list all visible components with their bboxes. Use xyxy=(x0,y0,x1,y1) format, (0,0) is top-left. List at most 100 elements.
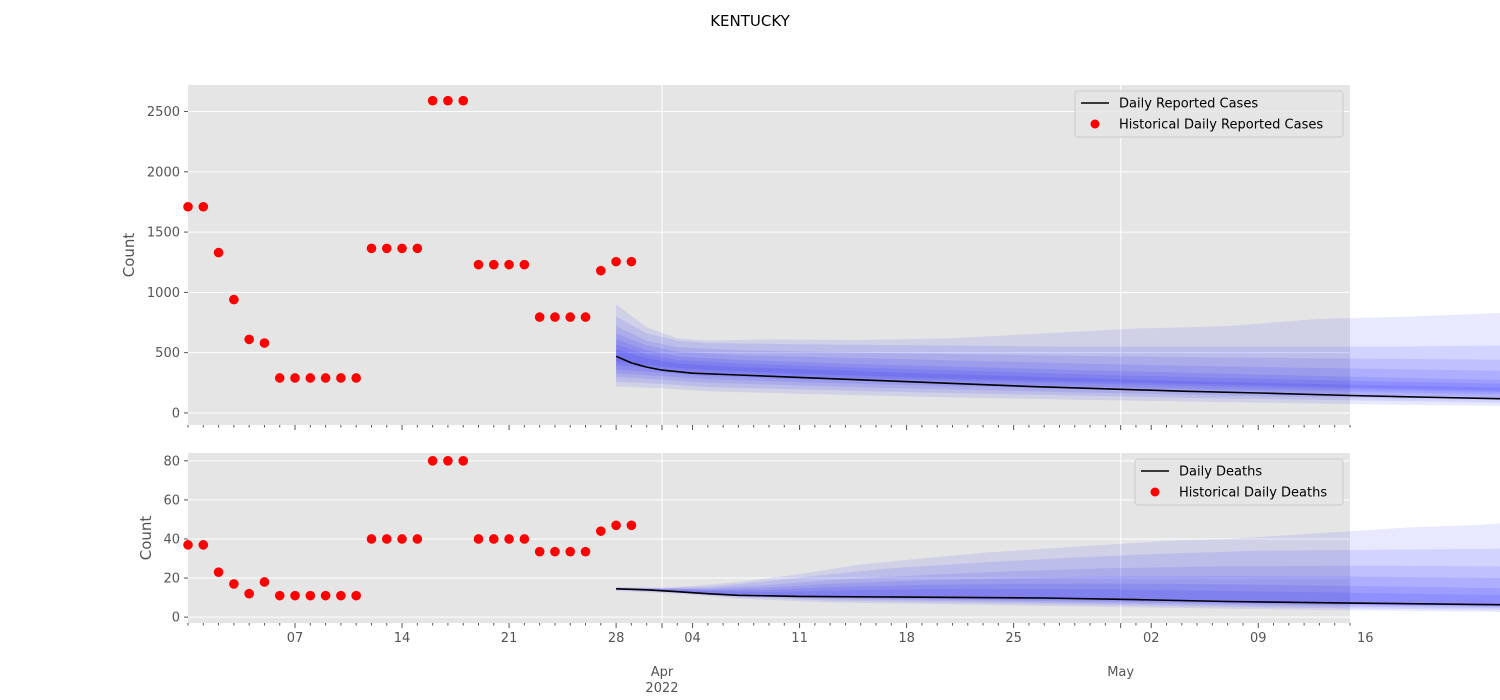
forecast-band-4 xyxy=(616,339,1500,395)
historical-point xyxy=(229,294,239,305)
legend-marker-swatch xyxy=(1090,119,1100,129)
forecast-band-0 xyxy=(616,304,1500,406)
y-tick-label: 60 xyxy=(163,493,180,508)
historical-point xyxy=(274,590,285,601)
x-tick-label: 16 xyxy=(1357,631,1374,646)
x-tick-label: 07 xyxy=(287,631,304,646)
historical-point xyxy=(351,590,361,601)
historical-point xyxy=(427,456,438,466)
historical-point xyxy=(351,373,361,383)
historical-point xyxy=(427,95,438,106)
y-axis-label: Count xyxy=(120,233,138,278)
historical-point xyxy=(183,540,193,550)
historical-point xyxy=(565,546,576,557)
historical-point xyxy=(504,259,514,270)
historical-point xyxy=(458,456,469,466)
historical-point xyxy=(519,259,530,270)
y-tick-label: 80 xyxy=(163,454,180,469)
legend-marker-swatch xyxy=(1150,487,1160,497)
historical-point xyxy=(305,373,316,383)
historical-point xyxy=(213,567,224,577)
historical-point xyxy=(381,534,392,544)
historical-point xyxy=(274,373,285,383)
forecast-band-3 xyxy=(616,333,1500,397)
historical-point xyxy=(244,588,254,599)
legend-label: Historical Daily Reported Cases xyxy=(1119,118,1323,133)
historical-point xyxy=(473,259,484,270)
y-tick-label: 20 xyxy=(163,572,180,587)
y-tick-label: 1000 xyxy=(147,286,180,301)
historical-point xyxy=(565,312,576,322)
historical-point xyxy=(336,373,346,383)
y-tick-label: 500 xyxy=(155,346,180,361)
legend-label: Historical Daily Deaths xyxy=(1179,486,1327,501)
forecast-band-5 xyxy=(616,344,1500,393)
historical-point xyxy=(412,534,423,544)
x-tick-label: 21 xyxy=(501,631,518,646)
historical-point xyxy=(534,546,545,557)
forecast-band-0 xyxy=(616,523,1500,612)
historical-point xyxy=(443,95,453,106)
historical-point xyxy=(198,201,209,212)
historical-point xyxy=(305,590,316,601)
historical-point xyxy=(198,540,209,550)
historical-point xyxy=(213,247,224,258)
x-tick-label: 11 xyxy=(791,631,808,646)
legend: Daily Reported Cases Historical Daily Rep… xyxy=(1074,90,1344,138)
historical-point xyxy=(458,95,469,106)
forecast-band-4 xyxy=(616,583,1500,607)
x-tick-label: 28 xyxy=(608,631,625,646)
historical-point xyxy=(320,373,331,383)
y-tick-label: 40 xyxy=(163,532,180,547)
historical-point xyxy=(596,265,606,276)
forecast-band-1 xyxy=(616,316,1500,403)
historical-point xyxy=(488,259,499,270)
forecast-median-line xyxy=(616,588,1500,606)
x-year-label: 2022 xyxy=(645,681,678,696)
y-tick-label: 0 xyxy=(172,611,180,626)
legend-box xyxy=(1134,458,1344,506)
forecast-band-2 xyxy=(616,565,1500,609)
forecast-band-5 xyxy=(616,588,1500,606)
historical-point xyxy=(366,534,377,544)
historical-point xyxy=(626,520,637,531)
figure-title: KENTUCKY xyxy=(710,12,790,30)
forecast-median-line xyxy=(615,355,1500,400)
historical-point xyxy=(336,590,346,601)
historical-point xyxy=(443,456,453,466)
historical-point xyxy=(183,201,193,212)
x-tick-label: 14 xyxy=(394,631,411,646)
y-tick-label: 0 xyxy=(172,406,180,421)
historical-point xyxy=(611,520,621,531)
historical-point xyxy=(259,577,270,587)
x-tick-label: 18 xyxy=(898,631,915,646)
plot-area xyxy=(188,85,1350,425)
x-month-label: Apr xyxy=(651,665,674,680)
y-tick-label: 2500 xyxy=(147,105,180,120)
legend-label: Daily Deaths xyxy=(1179,465,1262,480)
historical-point xyxy=(534,312,545,322)
historical-point xyxy=(320,590,331,601)
historical-point xyxy=(397,534,407,544)
historical-point xyxy=(519,534,530,544)
forecast-band-2 xyxy=(616,326,1500,400)
historical-point xyxy=(290,373,300,383)
historical-point xyxy=(473,534,484,544)
forecast-band-3 xyxy=(616,576,1500,608)
historical-point xyxy=(580,312,591,322)
historical-point xyxy=(229,579,239,589)
historical-point xyxy=(412,243,423,254)
x-month-label: May xyxy=(1107,665,1134,680)
historical-point xyxy=(596,526,606,536)
historical-point xyxy=(626,256,637,267)
legend-label: Daily Reported Cases xyxy=(1119,97,1258,112)
x-tick-label: 02 xyxy=(1143,631,1160,646)
y-tick-label: 1500 xyxy=(147,226,180,241)
x-tick-label: 04 xyxy=(684,631,701,646)
historical-point xyxy=(290,590,300,601)
historical-point xyxy=(397,243,407,254)
deaths-panel: 0 20 40 60 80 Count Daily Deaths Historical Dai… xyxy=(137,453,1500,628)
historical-point xyxy=(259,338,270,348)
historical-point xyxy=(488,534,499,544)
